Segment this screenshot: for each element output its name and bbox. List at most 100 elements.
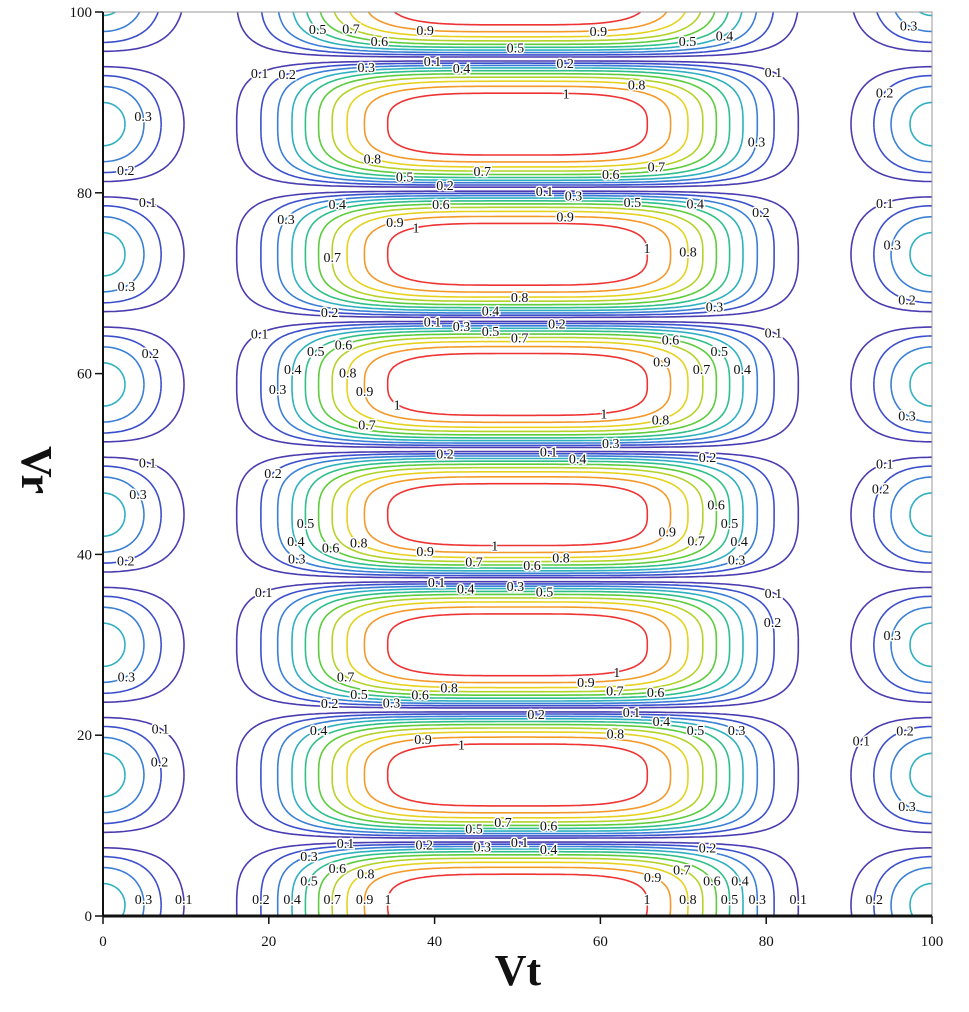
contour-label: 0.2 — [556, 57, 574, 72]
contour-label: 0.8 — [679, 246, 697, 261]
contour-label: 0.7 — [323, 251, 341, 266]
contour-label: 0.7 — [693, 363, 711, 378]
contour-label: 0.8 — [350, 537, 368, 552]
x-tick-label: 100 — [921, 934, 944, 950]
contour-label: 1 — [563, 87, 570, 102]
contour-label: 0.9 — [556, 211, 574, 226]
contour-label: 0.6 — [523, 559, 541, 574]
contour-label: 0.7 — [324, 893, 342, 908]
contour-label: 0.4 — [453, 62, 471, 77]
contour-label: 0.3 — [277, 213, 295, 228]
contour-label: 0.7 — [358, 419, 376, 434]
contour-label: 0.9 — [416, 545, 434, 560]
contour-label: 0.3 — [507, 580, 525, 595]
contour-label: 0.6 — [662, 333, 680, 348]
contour-lines — [102, 11, 933, 917]
contour-label: 0.9 — [644, 871, 662, 886]
contour-label: 0.8 — [511, 291, 529, 306]
contour-label: 1 — [600, 407, 607, 422]
contour-label: 0.1 — [251, 327, 269, 342]
contour-label: 0.3 — [383, 697, 401, 712]
contour-label: 0.3 — [269, 383, 287, 398]
contour-label: 0.4 — [328, 198, 346, 213]
contour-label: 0.4 — [457, 583, 475, 598]
contour-label: 0.7 — [342, 23, 360, 38]
contour-label: 0.3 — [118, 280, 136, 295]
y-tick-label: 20 — [77, 728, 92, 744]
contour-label: 0.2 — [278, 68, 296, 83]
contour-label: 0.6 — [540, 819, 558, 834]
contour-label: 0.3 — [900, 20, 918, 35]
contour-label: 0.2 — [321, 306, 339, 321]
contour-label: 0.5 — [624, 196, 642, 211]
contour-label: 0.5 — [536, 585, 554, 600]
contour-label: 0.6 — [602, 168, 620, 183]
contour-label: 0.5 — [711, 345, 729, 360]
contour-label: 0.8 — [679, 893, 697, 908]
contour-label: 0.9 — [356, 385, 374, 400]
contour-label: 0.5 — [465, 822, 483, 837]
contour-label: 0.2 — [117, 554, 135, 569]
contour-label: 0.3 — [565, 190, 583, 205]
contour-label: 0.3 — [898, 409, 916, 424]
contour-label: 0.2 — [699, 451, 717, 466]
contour-label: 0.9 — [590, 25, 608, 40]
contour-label: 0.2 — [898, 294, 916, 309]
contour-label: 0.3 — [728, 554, 746, 569]
contour-label: 0.1 — [424, 55, 442, 70]
contour-label: 0.6 — [432, 198, 450, 213]
contour-label: 0.1 — [175, 893, 193, 908]
contour-label: 0.8 — [364, 152, 382, 167]
contour-label: 0.1 — [540, 446, 558, 461]
contour-label: 0.3 — [748, 135, 766, 150]
contour-label: 0.9 — [577, 676, 595, 691]
contour-label: 0.7 — [606, 685, 624, 700]
contour-label: 0.8 — [357, 867, 375, 882]
contour-label: 0.6 — [335, 339, 353, 354]
y-tick-label: 100 — [70, 5, 93, 21]
contour-label: 0.7 — [673, 864, 691, 879]
contour-label: 0.5 — [307, 345, 325, 360]
contour-label: 0.3 — [129, 488, 147, 503]
contour-label: 0.8 — [628, 78, 646, 93]
contour-label: 0.3 — [884, 629, 902, 644]
y-axis-label: Vr — [12, 446, 61, 494]
contour-label: 0.2 — [764, 616, 782, 631]
contour-label: 1 — [394, 398, 401, 413]
contour-label: 0.7 — [511, 332, 529, 347]
contour-label: 0.5 — [482, 325, 500, 340]
contour-label: 0.6 — [647, 686, 665, 701]
contour-label: 0.6 — [411, 688, 429, 703]
contour-label: 0.4 — [310, 724, 328, 739]
contour-label: 0.3 — [134, 110, 152, 125]
y-tick-label: 40 — [77, 547, 92, 563]
contour-label: 0.9 — [414, 733, 432, 748]
contour-label: 0.4 — [283, 893, 301, 908]
y-tick-label: 60 — [77, 367, 92, 383]
contour-label: 0.7 — [474, 165, 492, 180]
contour-label: 0.2 — [151, 755, 169, 770]
contour-label: 0.9 — [356, 893, 374, 908]
contour-label: 0.1 — [511, 836, 529, 851]
contour-label: 0.4 — [653, 715, 671, 730]
contour-label: 0.9 — [416, 24, 434, 39]
contour-label: 0.1 — [623, 706, 641, 721]
contour-label: 0.3 — [728, 724, 746, 739]
x-tick-label: 40 — [427, 934, 442, 950]
contour-label: 0.5 — [679, 35, 697, 50]
contour-label: 0.4 — [687, 198, 705, 213]
contour-label: 0.2 — [415, 838, 433, 853]
contour-label: 0.1 — [139, 457, 157, 472]
contour-label: 0.7 — [648, 160, 666, 175]
contour-label: 0.1 — [337, 837, 355, 852]
contour-label: 0.1 — [251, 67, 269, 82]
contour-label: 0.8 — [440, 681, 458, 696]
contour-label: 0.2 — [321, 697, 339, 712]
contour-label: 0.4 — [569, 453, 587, 468]
axis-ticks: 0 20 40 60 80 100 0 20 40 60 80 100 — [70, 5, 944, 950]
contour-label: 0.5 — [721, 517, 739, 532]
contour-label: 0.6 — [703, 875, 721, 890]
contour-label: 0.3 — [118, 671, 136, 686]
contour-label: 0.1 — [876, 197, 894, 212]
